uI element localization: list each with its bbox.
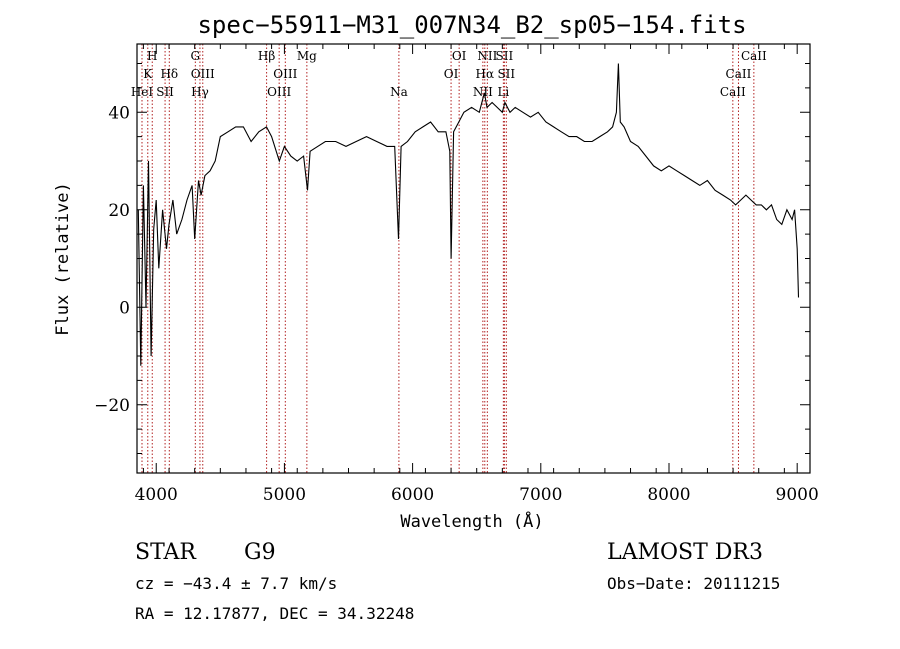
spectral-line-label: Na (390, 85, 408, 99)
chart-title: spec−55911−M31_007N34_B2_sp05−154.fits (197, 11, 746, 39)
spectral-line-label: OIII (267, 85, 291, 99)
x-axis-label: Wavelength (Å) (400, 510, 543, 532)
spectral-line-label: SII (497, 67, 515, 81)
spectral-line-label: OIII (191, 67, 215, 81)
spectral-line-label: G (191, 49, 201, 63)
spectral-line-label: NII (477, 49, 497, 63)
spectral-line-markers (141, 44, 755, 473)
y-axis-label: Flux (relative) (53, 182, 73, 336)
y-tick-label: 40 (108, 103, 130, 123)
observation-date: Obs−Date: 20111215 (607, 574, 781, 593)
spectral-line-label: HeI (131, 85, 154, 99)
x-tick-label: 5000 (263, 485, 306, 505)
spectral-line-label: Li (497, 85, 509, 99)
y-tick-label: −20 (94, 396, 130, 416)
spectral-line-label: OI (444, 67, 459, 81)
survey-name: LAMOST DR3 (607, 540, 763, 565)
x-tick-label: 4000 (135, 485, 178, 505)
spectrum-chart: spec−55911−M31_007N34_B2_sp05−154.fits H… (53, 11, 819, 532)
spectral-line-label: NII (473, 85, 493, 99)
y-axis-ticks: −20 0 20 40 (94, 63, 810, 454)
spectral-line-label: CaII (720, 85, 746, 99)
x-tick-label: 9000 (776, 485, 819, 505)
spectral-line-label: K (143, 67, 153, 81)
spectral-line-label: Hβ (258, 49, 275, 63)
x-tick-label: 6000 (391, 485, 434, 505)
spectral-line-label: Hα (475, 67, 494, 81)
x-tick-label: 7000 (519, 485, 562, 505)
spectral-line-label: OIII (273, 67, 297, 81)
redshift-velocity: cz = −43.4 ± 7.7 km/s (135, 574, 338, 593)
object-class: STAR (135, 540, 196, 565)
x-tick-label: 8000 (647, 485, 690, 505)
spectral-line-label: CaII (726, 67, 752, 81)
spectral-line-label: SII (496, 49, 514, 63)
coordinates: RA = 12.17877, DEC = 34.32248 (135, 604, 415, 623)
spectral-line-label: OI (452, 49, 467, 63)
spectral-line-label: CaII (741, 49, 767, 63)
spectral-line-label: Hδ (160, 67, 178, 81)
spectral-line-label: SII (156, 85, 174, 99)
object-subclass: G9 (244, 540, 276, 565)
spectral-line-label: Mg (297, 49, 317, 63)
spectral-line-label: H (147, 49, 157, 63)
y-tick-label: 0 (119, 298, 130, 318)
spectral-line-label: Hγ (191, 85, 209, 99)
x-axis-ticks: 4000 5000 6000 7000 8000 9000 (135, 44, 819, 505)
y-tick-label: 20 (108, 201, 130, 221)
flux-series-line (137, 63, 800, 366)
